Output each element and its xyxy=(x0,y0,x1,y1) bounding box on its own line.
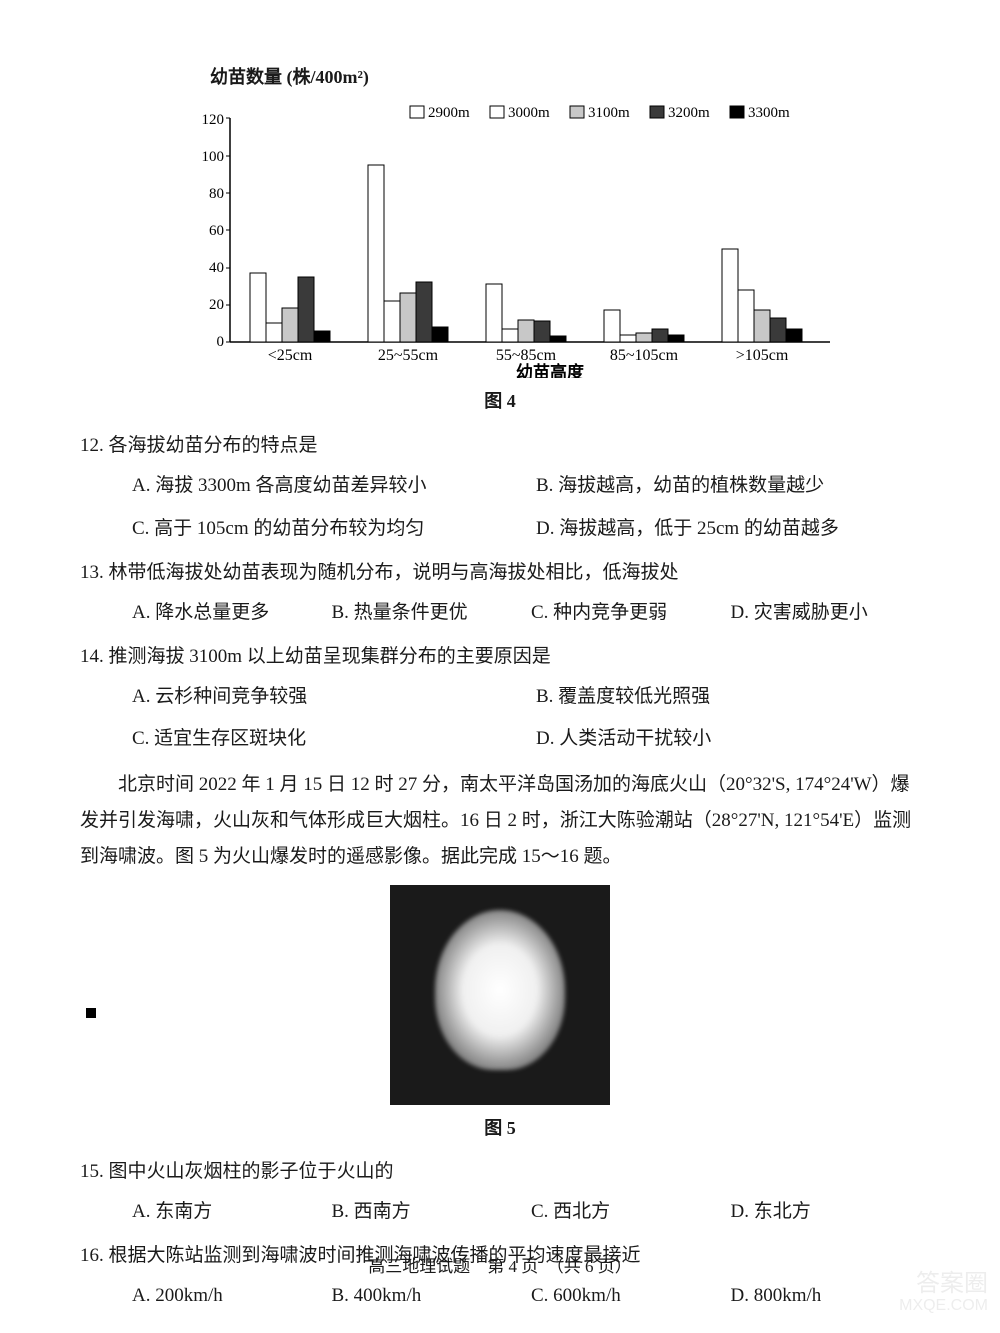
q12-stem: 12. 各海拔幼苗分布的特点是 xyxy=(80,428,920,464)
bar-group-5 xyxy=(722,249,802,342)
svg-text:>105cm: >105cm xyxy=(736,347,789,364)
q16-option-d: D. 800km/h xyxy=(731,1278,921,1314)
q15-option-d: D. 东北方 xyxy=(731,1194,921,1230)
square-marker-icon xyxy=(86,1008,96,1018)
q14-stem: 14. 推测海拔 3100m 以上幼苗呈现集群分布的主要原因是 xyxy=(80,639,920,675)
q14-option-a: A. 云杉种间竞争较强 xyxy=(132,679,516,715)
watermark-line2: MXQE.COM xyxy=(899,1297,988,1315)
bar-group-3 xyxy=(486,284,566,342)
q13-stem: 13. 林带低海拔处幼苗表现为随机分布，说明与高海拔处相比，低海拔处 xyxy=(80,555,920,591)
x-labels: <25cm 25~55cm 55~85cm 85~105cm >105cm xyxy=(268,347,789,364)
watermark-line1: 答案圈 xyxy=(899,1271,988,1297)
q16-options: A. 200km/h B. 400km/h C. 600km/h D. 800k… xyxy=(132,1278,920,1314)
svg-text:60: 60 xyxy=(209,223,224,239)
svg-text:80: 80 xyxy=(209,186,224,202)
svg-text:2900m: 2900m xyxy=(428,105,470,121)
q14-options: A. 云杉种间竞争较强 B. 覆盖度较低光照强 C. 适宜生存区斑块化 D. 人… xyxy=(132,679,920,757)
q15-options: A. 东南方 B. 西南方 C. 西北方 D. 东北方 xyxy=(132,1194,920,1230)
bar-chart-svg: 2900m 3000m 3100m 3200m 3300m 0 20 40 60… xyxy=(150,98,850,378)
figure-4-caption: 图 4 xyxy=(150,384,850,418)
figure-5-caption: 图 5 xyxy=(80,1111,920,1145)
svg-text:120: 120 xyxy=(202,112,225,128)
svg-text:3000m: 3000m xyxy=(508,105,550,121)
bar-group-1 xyxy=(250,273,330,342)
svg-text:3200m: 3200m xyxy=(668,105,710,121)
bar-group-2 xyxy=(368,165,448,342)
q14-option-c: C. 适宜生存区斑块化 xyxy=(132,721,516,757)
q13-option-c: C. 种内竞争更弱 xyxy=(531,595,721,631)
chart-legend: 2900m 3000m 3100m 3200m 3300m xyxy=(410,105,790,121)
q12-option-c: C. 高于 105cm 的幼苗分布较为均匀 xyxy=(132,511,516,547)
svg-text:85~105cm: 85~105cm xyxy=(610,347,679,364)
q13-options: A. 降水总量更多 B. 热量条件更优 C. 种内竞争更弱 D. 灾害威胁更小 xyxy=(132,595,920,631)
q15-option-a: A. 东南方 xyxy=(132,1194,322,1230)
q13-option-a: A. 降水总量更多 xyxy=(132,595,322,631)
question-14: 14. 推测海拔 3100m 以上幼苗呈现集群分布的主要原因是 A. 云杉种间竞… xyxy=(80,639,920,757)
q14-option-d: D. 人类活动干扰较小 xyxy=(536,721,920,757)
figure-5-image xyxy=(390,885,610,1105)
q13-option-d: D. 灾害威胁更小 xyxy=(731,595,921,631)
q15-stem: 15. 图中火山灰烟柱的影子位于火山的 xyxy=(80,1154,920,1190)
question-12: 12. 各海拔幼苗分布的特点是 A. 海拔 3300m 各高度幼苗差异较小 B.… xyxy=(80,428,920,546)
svg-text:3300m: 3300m xyxy=(748,105,790,121)
q15-option-c: C. 西北方 xyxy=(531,1194,721,1230)
figure-4-chart: 幼苗数量 (株/400m²) 2900m 3000m 3100m 3200m 3… xyxy=(150,60,850,418)
svg-text:40: 40 xyxy=(209,260,224,276)
q12-option-b: B. 海拔越高，幼苗的植株数量越少 xyxy=(536,468,920,504)
q12-option-d: D. 海拔越高，低于 25cm 的幼苗越多 xyxy=(536,511,920,547)
svg-text:55~85cm: 55~85cm xyxy=(496,347,557,364)
svg-text:100: 100 xyxy=(202,149,225,165)
x-axis-title: 幼苗高度 xyxy=(516,362,585,378)
svg-text:25~55cm: 25~55cm xyxy=(378,347,439,364)
q16-option-b: B. 400km/h xyxy=(332,1278,522,1314)
svg-text:3100m: 3100m xyxy=(588,105,630,121)
bar-group-4 xyxy=(604,310,684,342)
q12-options: A. 海拔 3300m 各高度幼苗差异较小 B. 海拔越高，幼苗的植株数量越少 … xyxy=(132,468,920,546)
q12-option-a: A. 海拔 3300m 各高度幼苗差异较小 xyxy=(132,468,516,504)
figure-5-wrap: 图 5 xyxy=(80,885,920,1145)
svg-text:20: 20 xyxy=(209,297,224,313)
question-13: 13. 林带低海拔处幼苗表现为随机分布，说明与高海拔处相比，低海拔处 A. 降水… xyxy=(80,555,920,631)
q13-option-b: B. 热量条件更优 xyxy=(332,595,522,631)
volcano-plume-icon xyxy=(435,910,565,1070)
y-ticks: 0 20 40 60 80 100 120 xyxy=(202,112,231,350)
q16-option-c: C. 600km/h xyxy=(531,1278,721,1314)
watermark-icon: 答案圈 MXQE.COM xyxy=(899,1271,988,1315)
svg-text:<25cm: <25cm xyxy=(268,347,313,364)
q15-option-b: B. 西南方 xyxy=(332,1194,522,1230)
q16-option-a: A. 200km/h xyxy=(132,1278,322,1314)
svg-text:0: 0 xyxy=(217,334,225,350)
page-footer: 高三地理试题 第 4 页 （共 6 页） xyxy=(0,1251,1000,1283)
q14-option-b: B. 覆盖度较低光照强 xyxy=(536,679,920,715)
chart-y-title: 幼苗数量 (株/400m²) xyxy=(210,60,850,94)
question-15: 15. 图中火山灰烟柱的影子位于火山的 A. 东南方 B. 西南方 C. 西北方… xyxy=(80,1154,920,1230)
context-15-16: 北京时间 2022 年 1 月 15 日 12 时 27 分，南太平洋岛国汤加的… xyxy=(80,767,920,875)
